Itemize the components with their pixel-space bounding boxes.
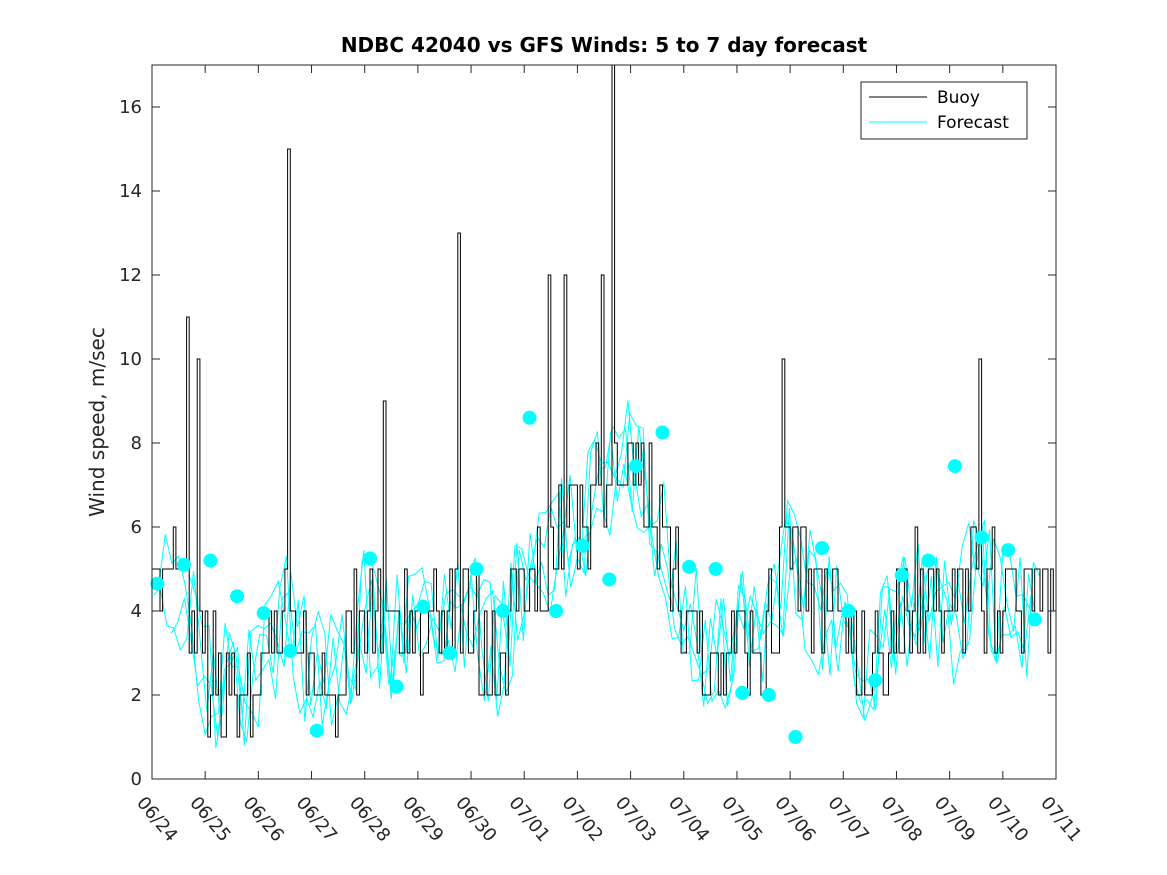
forecast-marker (921, 553, 936, 568)
forecast-marker (176, 557, 191, 572)
forecast-series-line (153, 424, 1032, 742)
forecast-marker (203, 553, 218, 568)
forecast-marker (309, 723, 324, 738)
y-tick-label: 12 (119, 265, 142, 286)
legend-buoy-label: Buoy (937, 88, 980, 108)
forecast-marker (1027, 612, 1042, 627)
y-tick-label: 2 (131, 685, 142, 706)
y-tick-label: 0 (131, 769, 142, 790)
forecast-marker (442, 646, 457, 660)
forecast-marker (416, 599, 431, 614)
y-tick-label: 4 (131, 601, 142, 622)
forecast-marker (602, 572, 617, 587)
forecast-marker (974, 530, 989, 545)
forecast-marker (735, 685, 750, 700)
forecast-marker (761, 688, 776, 702)
forecast-marker (283, 643, 298, 658)
forecast-marker (947, 459, 962, 474)
forecast-marker (150, 576, 165, 591)
plot-area (150, 64, 1057, 748)
forecast-marker (1001, 543, 1016, 558)
plot-frame (151, 64, 1057, 780)
y-tick-label: 8 (131, 433, 142, 454)
y-tick-label: 10 (119, 349, 142, 370)
legend-forecast-label: Forecast (937, 113, 1009, 133)
forecast-marker (389, 679, 404, 694)
forecast-marker (256, 606, 271, 621)
forecast-marker (469, 562, 484, 576)
forecast-marker (788, 730, 803, 744)
forecast-marker (628, 459, 643, 474)
forecast-marker (841, 604, 856, 618)
forecast-marker (708, 562, 723, 576)
forecast-marker (655, 425, 670, 440)
forecast-marker (495, 604, 510, 618)
y-axis-label: Wind speed, m/sec (85, 327, 109, 517)
chart-title: NDBC 42040 vs GFS Winds: 5 to 7 day fore… (341, 33, 868, 57)
forecast-marker (522, 410, 537, 425)
forecast-marker (682, 559, 697, 574)
legend: Buoy Forecast (860, 81, 1028, 140)
forecast-marker (549, 604, 564, 618)
forecast-series-line (188, 400, 1041, 748)
forecast-marker (230, 589, 245, 604)
buoy-series-line (152, 64, 1057, 738)
y-tick-label: 16 (119, 97, 142, 118)
forecast-marker (363, 551, 378, 566)
y-tick-label: 14 (119, 181, 142, 202)
forecast-series-line (151, 431, 1030, 737)
forecast-marker (894, 568, 909, 583)
forecast-marker (868, 673, 883, 688)
y-tick-label: 6 (131, 517, 142, 538)
forecast-marker (575, 538, 590, 553)
forecast-marker (815, 541, 830, 555)
legend-box (860, 81, 1028, 140)
